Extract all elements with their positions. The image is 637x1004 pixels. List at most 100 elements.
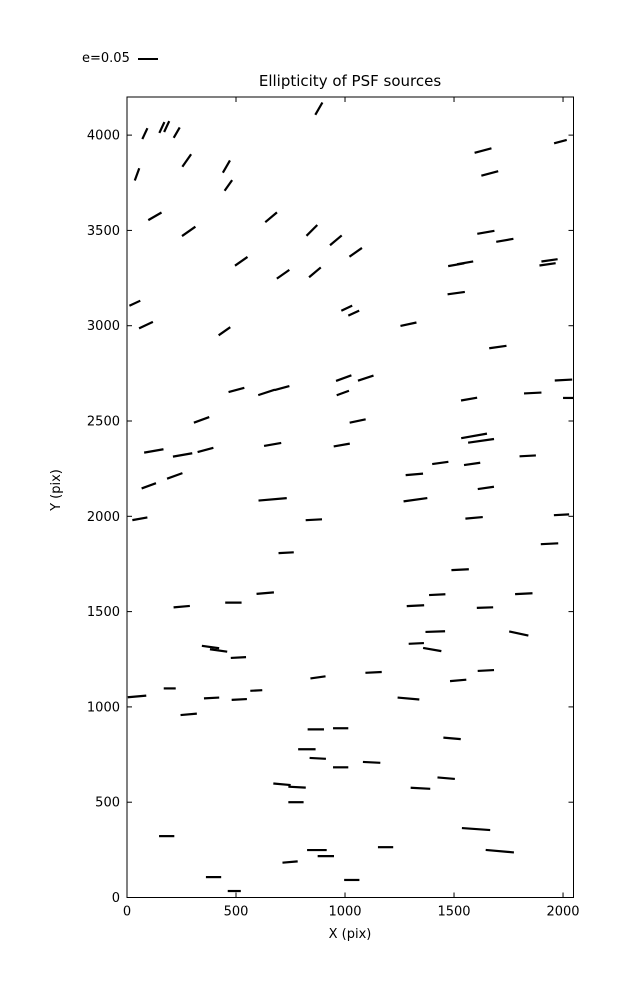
svg-text:1500: 1500 bbox=[437, 905, 470, 920]
ellipticity-segment bbox=[138, 320, 154, 330]
ellipticity-segment bbox=[141, 482, 157, 490]
ellipticity-segment bbox=[309, 756, 326, 760]
svg-text:1500: 1500 bbox=[87, 605, 120, 620]
ellipticity-segment bbox=[465, 515, 483, 520]
ellipticity-segment bbox=[476, 606, 494, 609]
svg-text:0: 0 bbox=[123, 905, 131, 920]
ellipticity-segment bbox=[461, 826, 491, 832]
ellipticity-segment bbox=[347, 309, 360, 317]
svg-text:3500: 3500 bbox=[87, 224, 120, 239]
svg-text:2000: 2000 bbox=[87, 510, 120, 525]
ellipticity-segment bbox=[147, 211, 163, 222]
ellipticity-segment bbox=[349, 418, 366, 424]
ellipticity-segment bbox=[481, 170, 499, 177]
ellipticity-segment bbox=[403, 496, 428, 503]
ellipticity-segment bbox=[133, 167, 141, 181]
legend: e=0.05 bbox=[82, 51, 158, 66]
ellipticity-segment bbox=[554, 378, 573, 382]
ellipticity-segment bbox=[305, 518, 323, 522]
ellipticity-segment bbox=[485, 848, 515, 854]
ellipticity-segment bbox=[228, 386, 245, 394]
ellipticity-segment bbox=[256, 591, 275, 595]
ellipticity-segment bbox=[425, 630, 446, 634]
ellipticity-segment bbox=[456, 260, 474, 266]
svg-text:3000: 3000 bbox=[87, 319, 120, 334]
ellipticity-segment bbox=[264, 211, 278, 224]
svg-text:500: 500 bbox=[95, 796, 120, 811]
ellipticity-segment bbox=[408, 641, 424, 645]
ellipticity-segment bbox=[397, 696, 420, 701]
ellipticity-segment bbox=[172, 452, 193, 458]
ellipticity-segment bbox=[362, 760, 381, 764]
ellipticity-segment bbox=[282, 860, 298, 864]
ellipticity-segment bbox=[273, 782, 291, 787]
ellipticity-segment bbox=[143, 448, 164, 454]
ellipticity-segment bbox=[166, 472, 183, 480]
ellipticity-segment bbox=[429, 593, 446, 597]
ellipticity-segment bbox=[209, 648, 228, 653]
ellipticity-segment bbox=[141, 127, 149, 140]
ellipticity-segment bbox=[451, 568, 469, 572]
ellipticity-segment bbox=[234, 256, 249, 267]
ellipticity-segment bbox=[223, 179, 234, 192]
ellipticity-segment bbox=[230, 656, 247, 660]
ellipticity-segment bbox=[523, 391, 542, 395]
ellipticity-segment bbox=[508, 630, 529, 637]
ellipticity-segment bbox=[231, 697, 247, 701]
y-axis-label: Y (pix) bbox=[49, 469, 64, 512]
ellipticity-segment bbox=[258, 497, 287, 502]
ellipticity-segment bbox=[314, 101, 324, 116]
ellipticity-segment bbox=[406, 604, 425, 608]
ellipticity-segment bbox=[336, 389, 350, 397]
ellipticity-segment bbox=[263, 441, 282, 448]
ellipticity-segment bbox=[127, 694, 147, 699]
ellipticity-segment bbox=[250, 689, 263, 692]
legend-line-sample bbox=[137, 57, 158, 60]
ellipticity-segment bbox=[460, 396, 478, 402]
ellipticity-segment bbox=[553, 138, 568, 145]
ellipticity-segment bbox=[257, 388, 276, 397]
ellipticity-segment bbox=[477, 668, 495, 673]
svg-text:1000: 1000 bbox=[87, 700, 120, 715]
ellipticity-segment bbox=[540, 542, 559, 546]
x-axis-label: X (pix) bbox=[329, 927, 372, 942]
ellipticity-segment bbox=[405, 472, 424, 477]
ellipticity-segment bbox=[348, 247, 363, 258]
ellipticity-segment bbox=[172, 126, 181, 139]
ellipticity-segment bbox=[288, 785, 306, 789]
ellipticity-segment bbox=[193, 416, 210, 424]
ellipticity-segment bbox=[553, 513, 570, 517]
ellipticity-segment bbox=[422, 646, 442, 653]
ellipticity-segment bbox=[181, 225, 197, 237]
ellipticity-segment bbox=[181, 153, 193, 168]
ellipticity-segment bbox=[467, 437, 495, 444]
legend-label: e=0.05 bbox=[82, 51, 130, 66]
ellipticity-segment bbox=[365, 670, 382, 674]
ellipticity-segment bbox=[447, 290, 465, 296]
ellipticity-segment bbox=[463, 461, 481, 467]
ellipticity-segment bbox=[158, 121, 166, 134]
ellipticity-segment bbox=[333, 442, 350, 448]
ellipticity-segment bbox=[400, 321, 417, 327]
ellipticity-segment bbox=[474, 147, 492, 154]
svg-text:2000: 2000 bbox=[546, 905, 579, 920]
ellipticity-segment bbox=[449, 678, 467, 683]
svg-text:1000: 1000 bbox=[328, 905, 361, 920]
ellipticity-segment bbox=[443, 736, 461, 741]
ellipticity-segment bbox=[357, 374, 374, 382]
ellipticity-segment bbox=[274, 385, 290, 392]
ellipticity-segment bbox=[477, 229, 495, 235]
ellipticity-segment bbox=[308, 266, 322, 279]
ellipticity-segment bbox=[541, 258, 558, 263]
axes-box bbox=[126, 96, 574, 898]
ellipticity-segment bbox=[218, 326, 231, 337]
svg-text:500: 500 bbox=[224, 905, 249, 920]
axis-tick-labels: 0 500 1000 1500 2000 0 500 1000 1500 2000 2500 3000… bbox=[87, 129, 580, 920]
ellipticity-segment bbox=[173, 604, 190, 609]
ellipticity-segment bbox=[132, 516, 148, 522]
ellipticity-segment bbox=[305, 224, 319, 237]
ellipticity-segment bbox=[278, 551, 294, 555]
ellipticity-segment bbox=[489, 344, 507, 350]
ellipticity-segment bbox=[163, 120, 171, 133]
